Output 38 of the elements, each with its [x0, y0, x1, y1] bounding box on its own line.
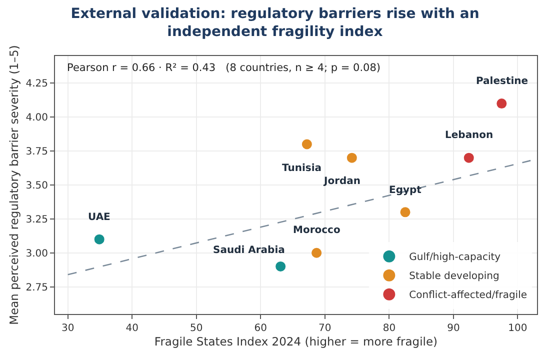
point — [312, 248, 322, 258]
y-tick-label: 2.75 — [26, 282, 48, 294]
x-tick-label: 50 — [190, 323, 203, 334]
annotation: Jordan — [323, 176, 361, 187]
y-tick-label: 4.00 — [26, 112, 48, 124]
x-axis-title: Fragile States Index 2024 (higher = more fragile) — [154, 334, 438, 349]
point — [276, 261, 286, 272]
point — [302, 139, 312, 150]
chart-title: External validation: regulatory barriers rise with an independent fragility index — [70, 6, 480, 40]
x-tick-label: 40 — [126, 323, 138, 334]
y-tick-label: 3.50 — [26, 180, 48, 192]
y-tick-label: 4.25 — [26, 78, 48, 90]
annotation: Palestine — [476, 76, 528, 87]
y-tick-label: 3.00 — [26, 248, 48, 260]
point — [400, 207, 410, 218]
annotation: Tunisia — [282, 163, 322, 174]
point — [346, 152, 357, 163]
x-tick-label: 30 — [61, 323, 74, 334]
x-tick-label: 80 — [382, 323, 396, 334]
x-tick-label: 70 — [318, 323, 332, 334]
point — [464, 152, 474, 163]
annotation: Lebanon — [445, 130, 494, 141]
x-tick-label: 100 — [508, 323, 528, 334]
x-tick-label: 90 — [447, 323, 460, 334]
annotation: Saudi Arabia — [213, 245, 285, 256]
y-tick-label: 3.25 — [26, 214, 48, 226]
legend-label: Gulf/high-capacity — [409, 252, 501, 264]
annotation: Egypt — [389, 185, 422, 196]
annotation: Pearson r = 0.66 · R² = 0.43 (8 countries, n ≥ 4; p = 0.08) — [67, 62, 380, 74]
annotation: UAE — [88, 212, 111, 223]
y-tick-label: 3.75 — [26, 146, 48, 158]
y-axis-title: Mean perceived regulatory barrier severity (1–5) — [7, 45, 22, 325]
x-tick-label: 60 — [254, 323, 268, 334]
annotation: Morocco — [293, 225, 340, 236]
legend-label: Stable developing — [409, 271, 500, 282]
legend-label: Conflict-affected/fragile — [409, 290, 528, 302]
point — [496, 98, 507, 109]
point — [94, 234, 104, 244]
